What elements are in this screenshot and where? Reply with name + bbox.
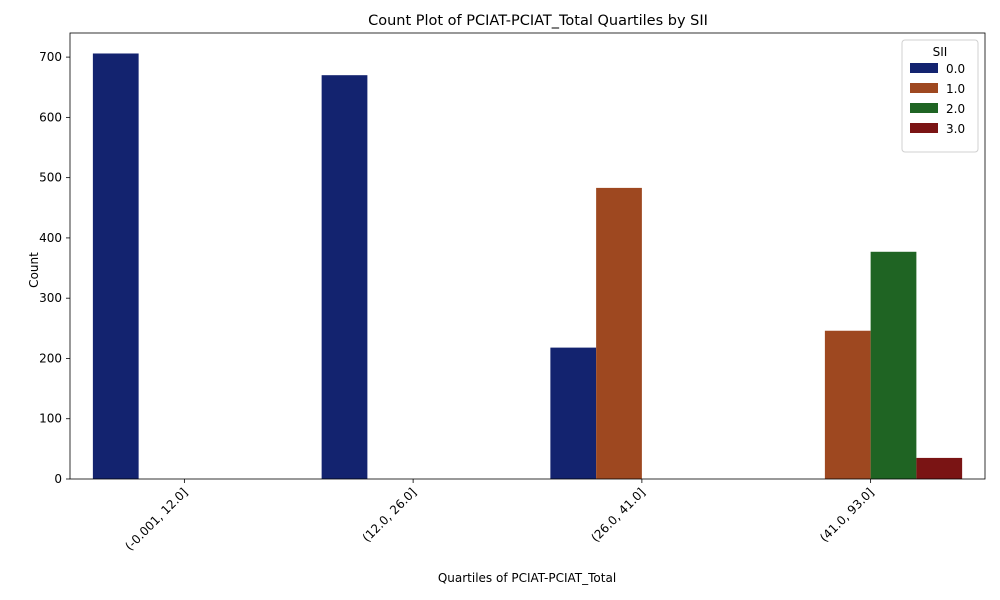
x-tick-label: (-0.001, 12.0] xyxy=(122,485,190,553)
bar-sii-0-0-q1 xyxy=(92,53,139,480)
legend-title: SII xyxy=(933,45,948,59)
legend-label: 3.0 xyxy=(946,122,965,136)
legend-label: 1.0 xyxy=(946,82,965,96)
y-tick-label: 500 xyxy=(39,171,62,185)
legend-label: 0.0 xyxy=(946,62,965,76)
plot-area xyxy=(69,32,986,480)
x-axis-label: Quartiles of PCIAT-PCIAT_Total xyxy=(438,571,616,585)
bar-sii-0-0-q3 xyxy=(550,347,597,479)
y-tick-label: 300 xyxy=(39,291,62,305)
y-tick-label: 700 xyxy=(39,50,62,64)
x-axis-ticks: (-0.001, 12.0] (12.0, 26.0] (26.0, 41.0] (4… xyxy=(122,479,877,553)
bar-sii-1-0-q4 xyxy=(824,330,871,479)
y-tick-label: 600 xyxy=(39,110,62,124)
legend-swatch xyxy=(910,103,938,113)
legend-label: 2.0 xyxy=(946,102,965,116)
bar-sii-0-0-q2 xyxy=(321,75,368,479)
y-tick-label: 100 xyxy=(39,412,62,426)
y-tick-label: 0 xyxy=(54,472,62,486)
legend-swatch xyxy=(910,123,938,133)
legend: SII 0.0 1.0 2.0 3.0 xyxy=(901,39,979,153)
bar-sii-2-0-q4 xyxy=(870,251,917,479)
x-tick-label: (41.0, 93.0] xyxy=(817,485,877,545)
legend-swatch xyxy=(910,63,938,73)
y-axis-ticks: 0 100 200 300 400 500 600 700 xyxy=(39,50,70,486)
axes-frame xyxy=(69,32,986,480)
x-tick-label: (12.0, 26.0] xyxy=(360,485,420,545)
bar-sii-3-0-q4 xyxy=(916,457,963,479)
bar-sii-1-0-q3 xyxy=(596,187,642,479)
legend-swatch xyxy=(910,83,938,93)
y-tick-label: 200 xyxy=(39,351,62,365)
x-tick-label: (26.0, 41.0] xyxy=(588,485,648,545)
y-axis-label: Count xyxy=(27,252,41,288)
chart-title: Count Plot of PCIAT-PCIAT_Total Quartile… xyxy=(368,13,708,29)
y-tick-label: 400 xyxy=(39,231,62,245)
